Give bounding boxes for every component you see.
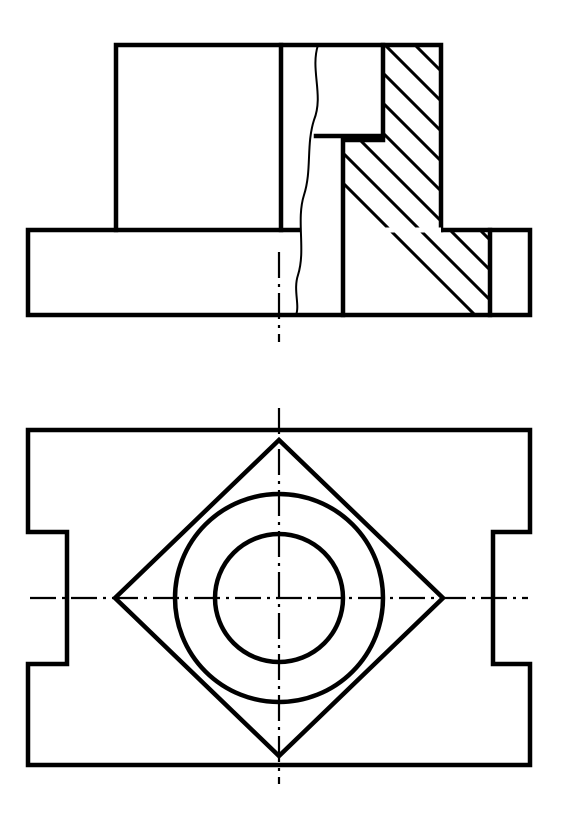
counterbore-outline [313, 42, 386, 139]
bore-outline [340, 137, 386, 318]
break-line [295, 44, 319, 316]
front-view [25, 42, 533, 342]
plate-outline [25, 427, 533, 768]
boss-outline [113, 42, 444, 233]
top-view [25, 408, 533, 784]
